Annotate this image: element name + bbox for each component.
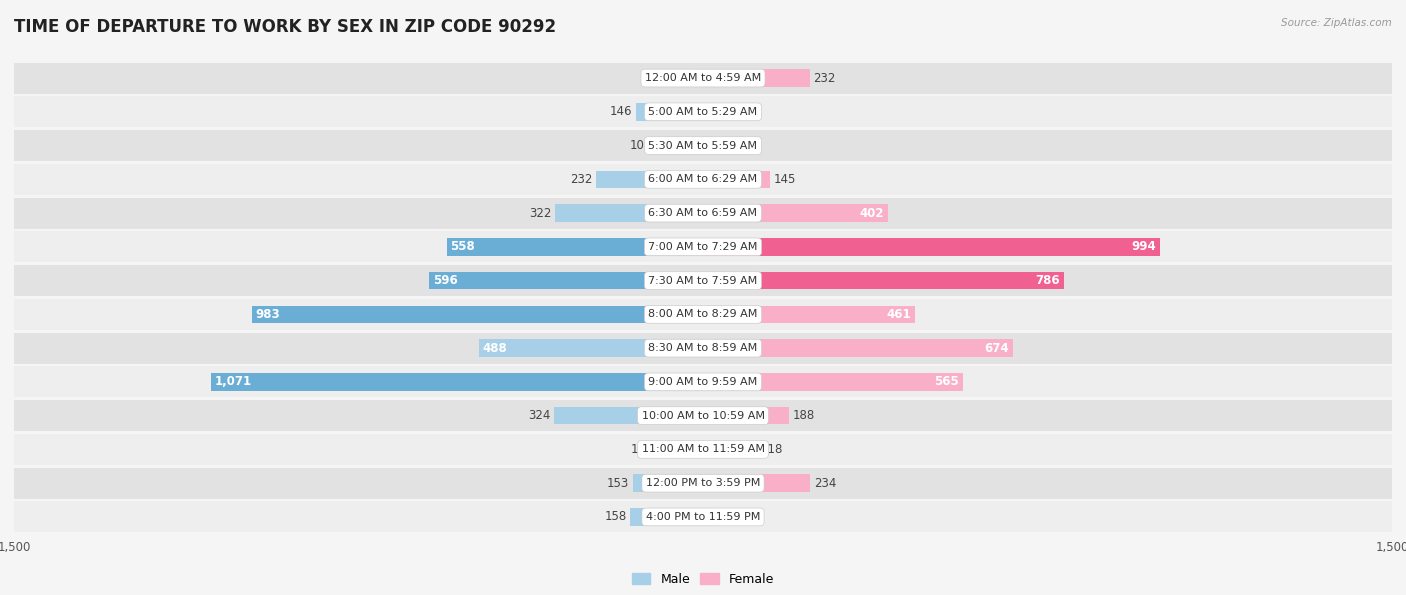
Text: 1,071: 1,071 xyxy=(215,375,252,389)
Text: 118: 118 xyxy=(761,443,783,456)
Text: 146: 146 xyxy=(610,105,633,118)
Bar xyxy=(447,238,703,256)
Bar xyxy=(429,272,703,289)
Text: 7:00 AM to 7:29 AM: 7:00 AM to 7:29 AM xyxy=(648,242,758,252)
Bar xyxy=(555,204,703,222)
Bar xyxy=(630,508,703,526)
Text: 9:00 AM to 9:59 AM: 9:00 AM to 9:59 AM xyxy=(648,377,758,387)
Text: 402: 402 xyxy=(859,206,884,220)
Text: 12:00 PM to 3:59 PM: 12:00 PM to 3:59 PM xyxy=(645,478,761,488)
Legend: Male, Female: Male, Female xyxy=(627,568,779,591)
Text: 994: 994 xyxy=(1130,240,1156,253)
Text: 11:00 AM to 11:59 AM: 11:00 AM to 11:59 AM xyxy=(641,444,765,455)
Text: 324: 324 xyxy=(529,409,551,422)
Bar xyxy=(14,231,1392,262)
Text: 10:00 AM to 10:59 AM: 10:00 AM to 10:59 AM xyxy=(641,411,765,421)
Bar xyxy=(703,171,769,188)
Bar xyxy=(14,333,1392,364)
Text: 35: 35 xyxy=(723,139,738,152)
Text: 461: 461 xyxy=(886,308,911,321)
Bar xyxy=(703,103,720,121)
Text: 188: 188 xyxy=(793,409,815,422)
Bar xyxy=(211,373,703,391)
Bar xyxy=(14,198,1392,228)
Text: 6:00 AM to 6:29 AM: 6:00 AM to 6:29 AM xyxy=(648,174,758,184)
Text: 4:00 PM to 11:59 PM: 4:00 PM to 11:59 PM xyxy=(645,512,761,522)
Text: 6:30 AM to 6:59 AM: 6:30 AM to 6:59 AM xyxy=(648,208,758,218)
Bar xyxy=(633,474,703,492)
Text: 983: 983 xyxy=(256,308,280,321)
Bar xyxy=(703,407,789,424)
Bar xyxy=(703,137,718,154)
Bar xyxy=(657,441,703,458)
Bar xyxy=(14,299,1392,330)
Text: 8:30 AM to 8:59 AM: 8:30 AM to 8:59 AM xyxy=(648,343,758,353)
Text: 7:30 AM to 7:59 AM: 7:30 AM to 7:59 AM xyxy=(648,275,758,286)
Bar xyxy=(703,238,1160,256)
Text: 153: 153 xyxy=(607,477,628,490)
Bar xyxy=(703,339,1012,357)
Text: TIME OF DEPARTURE TO WORK BY SEX IN ZIP CODE 90292: TIME OF DEPARTURE TO WORK BY SEX IN ZIP … xyxy=(14,18,557,36)
Text: 5:00 AM to 5:29 AM: 5:00 AM to 5:29 AM xyxy=(648,107,758,117)
Text: 488: 488 xyxy=(482,342,508,355)
Text: 786: 786 xyxy=(1036,274,1060,287)
Text: 158: 158 xyxy=(605,511,627,524)
Bar xyxy=(695,69,703,87)
Text: 234: 234 xyxy=(814,477,837,490)
Text: 674: 674 xyxy=(984,342,1010,355)
Bar xyxy=(703,474,810,492)
Bar xyxy=(703,272,1064,289)
Text: 232: 232 xyxy=(813,71,835,84)
Text: 38: 38 xyxy=(724,105,740,118)
Bar xyxy=(703,441,758,458)
Bar xyxy=(14,96,1392,127)
Text: 103: 103 xyxy=(630,139,652,152)
Bar xyxy=(479,339,703,357)
Bar xyxy=(703,69,810,87)
Text: 33: 33 xyxy=(721,511,737,524)
Text: 232: 232 xyxy=(571,173,593,186)
Bar xyxy=(14,400,1392,431)
Bar xyxy=(14,434,1392,465)
Bar xyxy=(703,204,887,222)
Bar xyxy=(655,137,703,154)
Bar xyxy=(14,130,1392,161)
Text: 17: 17 xyxy=(676,71,692,84)
Bar xyxy=(703,373,963,391)
Bar xyxy=(14,367,1392,397)
Bar xyxy=(14,62,1392,93)
Text: 145: 145 xyxy=(773,173,796,186)
Text: 5:30 AM to 5:59 AM: 5:30 AM to 5:59 AM xyxy=(648,140,758,151)
Bar xyxy=(14,502,1392,533)
Text: 565: 565 xyxy=(934,375,959,389)
Bar xyxy=(703,306,915,323)
Bar xyxy=(596,171,703,188)
Bar xyxy=(14,468,1392,499)
Bar xyxy=(14,265,1392,296)
Bar xyxy=(252,306,703,323)
Text: 596: 596 xyxy=(433,274,458,287)
Text: 8:00 AM to 8:29 AM: 8:00 AM to 8:29 AM xyxy=(648,309,758,320)
Bar xyxy=(554,407,703,424)
Bar xyxy=(636,103,703,121)
Text: Source: ZipAtlas.com: Source: ZipAtlas.com xyxy=(1281,18,1392,28)
Text: 12:00 AM to 4:59 AM: 12:00 AM to 4:59 AM xyxy=(645,73,761,83)
Bar xyxy=(14,164,1392,195)
Bar xyxy=(703,508,718,526)
Text: 322: 322 xyxy=(529,206,551,220)
Text: 558: 558 xyxy=(450,240,475,253)
Text: 100: 100 xyxy=(631,443,654,456)
